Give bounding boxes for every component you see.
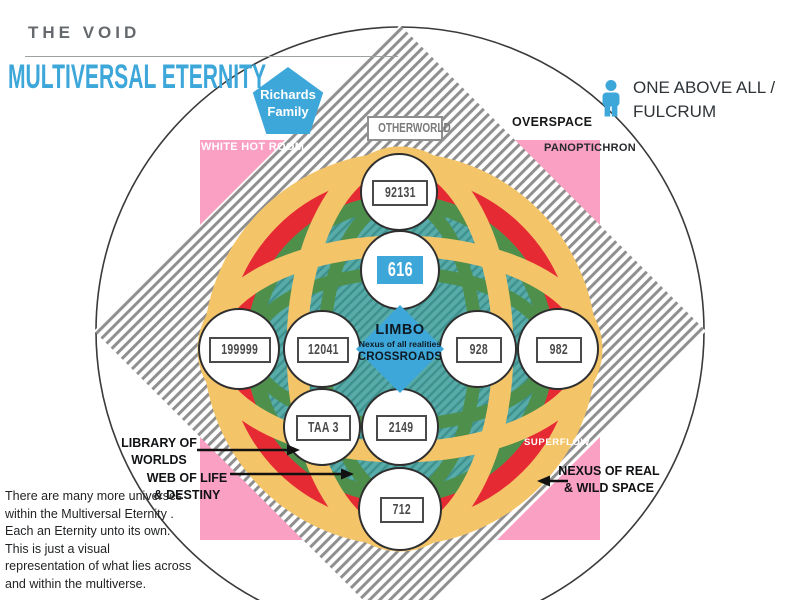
richards-line1: Richards — [260, 87, 316, 102]
one-above-all-line2: FULCRUM — [633, 102, 717, 121]
overspace-label: OVERSPACE — [512, 115, 593, 129]
otherworld-badge: OTHERWORLD — [367, 116, 451, 141]
universe-box-taa3: TAA 3 — [296, 415, 351, 441]
arrow-heads — [287, 444, 550, 487]
footnote-line4: This is just a visual — [5, 541, 110, 556]
limbo-subtitle: Nexus of all realities — [358, 339, 442, 349]
library-of-worlds-label: LIBRARY OF WORLDS — [113, 435, 205, 469]
web-line1: WEB OF LIFE — [146, 471, 228, 485]
title-divider — [25, 56, 398, 57]
web-of-life-label: WEB OF LIFE & DESTINY — [138, 470, 236, 504]
nexus-real-arrow-head — [537, 475, 550, 487]
library-line2: WORLDS — [131, 453, 187, 467]
web-line2: & DESTINY — [153, 488, 221, 502]
person-icon — [602, 80, 620, 117]
callout-arrows — [197, 448, 568, 483]
limbo-diamond — [356, 305, 444, 393]
universe-2149: 2149 — [389, 420, 414, 436]
otherworld-label: OTHERWORLD — [378, 121, 451, 135]
library-arrow-head — [287, 444, 300, 456]
void-title: THE VOID — [28, 23, 141, 42]
universe-12041: 12041 — [307, 342, 339, 358]
universe-92131: 92131 — [384, 185, 416, 201]
universe-712: 712 — [392, 502, 412, 518]
library-line1: LIBRARY OF — [121, 436, 197, 450]
white-hot-room-label: WHITE HOT ROOM — [201, 141, 305, 153]
richards-line2: Family — [267, 103, 309, 119]
universe-box-616: 616 — [377, 256, 423, 284]
universe-box-982: 982 — [536, 337, 582, 363]
limbo-title: LIMBO — [375, 322, 425, 338]
universe-box-2149: 2149 — [376, 415, 427, 441]
one-above-all-label: ONE ABOVE ALL / FULCRUM — [633, 76, 775, 124]
superflow-label: SUPERFLOW — [524, 437, 591, 448]
nexus-real-line2: & WILD SPACE — [563, 481, 655, 495]
footnote: There are many more universes within the… — [5, 488, 191, 593]
universe-box-199999: 199999 — [209, 337, 271, 363]
footnote-line3: Each an Eternity unto its own. — [5, 524, 171, 538]
nexus-real-line1: NEXUS OF REAL — [558, 464, 660, 478]
one-above-all-line1: ONE ABOVE ALL / — [633, 78, 776, 97]
universe-box-928: 928 — [456, 337, 502, 363]
footnote-line5: representation of what lies across — [5, 559, 192, 573]
richards-family-label: Richards Family — [252, 87, 324, 120]
footnote-line1: There are many more universes — [5, 489, 183, 503]
richards-family-pentagon — [252, 67, 324, 134]
page-title: MULTIVERSAL ETERNITY — [8, 58, 267, 96]
universe-199999: 199999 — [221, 342, 259, 358]
nexus-of-real-label: NEXUS OF REAL & WILD SPACE — [557, 463, 661, 497]
universe-box-12041: 12041 — [297, 337, 349, 363]
panoptichron-label: PANOPTICHRON — [544, 142, 637, 154]
footnote-line6: and within the multiverse. — [5, 576, 147, 591]
universe-box-92131: 92131 — [372, 180, 428, 206]
footnote-line2: within the Multiversal Eternity . — [5, 506, 174, 521]
limbo-crossroads: CROSSROADS — [357, 351, 443, 363]
universe-616: 616 — [387, 258, 413, 281]
limbo-labels: LIMBO Nexus of all realities CROSSROADS — [340, 322, 460, 363]
web-arrow-head — [341, 468, 354, 480]
universe-box-712: 712 — [380, 497, 424, 523]
universe-928: 928 — [469, 342, 489, 358]
universe-taa3: TAA 3 — [308, 420, 339, 436]
universe-982: 982 — [549, 342, 569, 358]
